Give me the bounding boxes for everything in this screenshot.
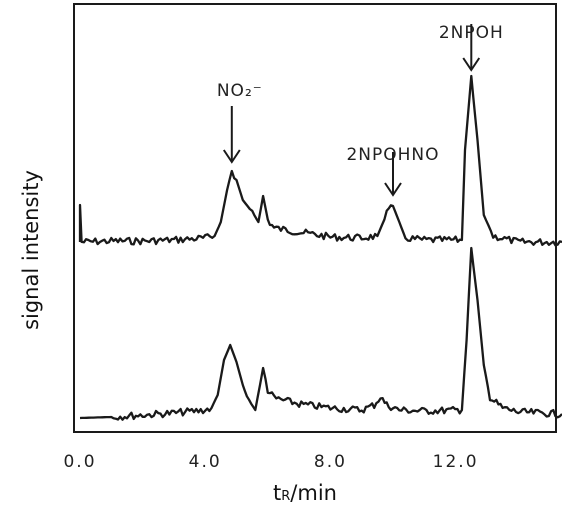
trace-upper (78, 74, 562, 247)
trace-lower (79, 246, 562, 421)
traces (78, 74, 562, 421)
x-axis-label-tail: /min (290, 481, 337, 505)
x-tick-label: 8.0 (314, 452, 347, 472)
annotation-label: NO₂⁻ (217, 81, 263, 101)
x-ticks: 0.0 4.0 8.0 12.0 (63, 452, 479, 472)
plot-frame (73, 3, 557, 433)
x-axis-label: tR/min (273, 481, 337, 505)
annotation-arrow-head (462, 57, 481, 72)
x-tick-label: 0.0 (63, 452, 96, 472)
x-tick-label: 12.0 (433, 452, 479, 472)
x-axis-label-main: t (273, 481, 281, 505)
annotation-2: 2NPOH (439, 23, 503, 72)
annotation-arrow-head (222, 149, 241, 164)
y-axis-label: signal intensity (19, 170, 43, 330)
x-tick-label: 4.0 (189, 452, 222, 472)
annotations: NO₂⁻ 2NPOHNO 2NPOH (217, 23, 503, 197)
annotation-1: 2NPOHNO (346, 145, 439, 197)
annotation-0: NO₂⁻ (217, 81, 263, 164)
annotation-arrow-head (384, 182, 402, 197)
x-axis-label-sub: R (281, 489, 290, 504)
